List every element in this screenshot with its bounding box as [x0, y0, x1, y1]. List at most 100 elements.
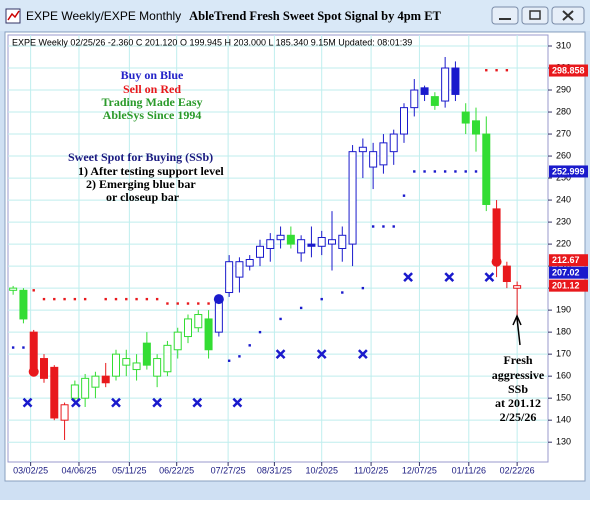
candle-body [194, 314, 203, 329]
signal-x [22, 397, 33, 408]
annotation: Sweet Spot for Buying (SSb) [68, 150, 213, 164]
candle-body [142, 342, 151, 366]
stop-dot [114, 297, 118, 301]
annotation: Sell on Red [123, 82, 181, 96]
annotation: aggressive [492, 368, 545, 382]
annotation: 2) Emerging blue bar [86, 177, 196, 191]
y-tick-label: 290 [556, 84, 571, 94]
arrow [512, 314, 522, 346]
candle-body [441, 67, 450, 102]
candle-body [276, 234, 285, 241]
candle-body [513, 285, 522, 289]
stop-dot [135, 297, 138, 301]
candle-body [60, 404, 69, 421]
candle-body [70, 384, 79, 399]
quote-header: EXPE Weekly 02/25/26 -2.360 C 201.120 O … [12, 37, 412, 47]
candle-body [81, 377, 90, 399]
y-tick-label: 140 [556, 415, 571, 425]
stop-dot [166, 302, 169, 305]
signal-circle [28, 366, 39, 377]
stop-dot [454, 170, 457, 173]
y-tick-label: 220 [556, 238, 571, 248]
annotation: or closeup bar [106, 190, 180, 204]
y-tick-label: 160 [556, 371, 571, 381]
stop-dot [145, 297, 149, 301]
signal-circle [491, 256, 502, 267]
y-tick-label: 190 [556, 305, 571, 315]
candle-body [173, 331, 182, 351]
candle-body [153, 358, 162, 377]
candle-body [379, 142, 388, 166]
window-title: EXPE Weekly/EXPE Monthly [26, 9, 181, 23]
candle-body [472, 120, 480, 135]
stop-dot [104, 297, 107, 301]
x-tick-label: 01/11/26 [452, 465, 486, 475]
y-tick-label: 150 [556, 393, 571, 403]
price-tag-label: 201.12 [552, 281, 580, 291]
candle-body [163, 344, 172, 373]
annotation: SSb [508, 382, 528, 396]
candle-body [430, 96, 439, 106]
x-tick-label: 02/22/26 [500, 465, 535, 475]
signal-x [316, 349, 327, 360]
close-button[interactable] [551, 6, 585, 25]
stop-dot [53, 297, 56, 301]
stop-dot [248, 344, 251, 347]
stop-dot [227, 359, 231, 362]
annotation: AbleSys Since 1994 [103, 108, 202, 122]
stop-dot [361, 286, 365, 290]
y-tick-label: 230 [556, 216, 571, 226]
candle-body [112, 353, 120, 377]
signal-x [71, 397, 81, 408]
x-tick-label: 11/02/25 [354, 465, 388, 475]
stop-dot [32, 289, 35, 292]
stop-dot [83, 297, 87, 301]
stop-dot [474, 170, 478, 173]
stop-dot [413, 170, 416, 173]
stop-dot [433, 170, 437, 173]
x-tick-label: 04/06/25 [61, 465, 96, 475]
candle-body [369, 151, 378, 168]
stop-dot [238, 355, 241, 358]
candle-body [410, 89, 419, 109]
x-tick-label: 08/31/25 [257, 465, 292, 475]
x-tick-label: 06/22/25 [159, 465, 194, 475]
candle-body [297, 239, 306, 254]
candle-body [101, 375, 110, 384]
minimize-button[interactable] [491, 6, 519, 25]
stop-dot [186, 302, 190, 305]
stop-dot [505, 69, 509, 72]
stop-dot [125, 297, 128, 301]
candle-body [482, 133, 491, 205]
signal-x [152, 397, 163, 408]
candle-body [122, 358, 131, 366]
y-tick-label: 260 [556, 150, 571, 160]
y-tick-label: 180 [556, 327, 571, 337]
stop-dot [207, 302, 210, 305]
candle-body [338, 234, 347, 249]
candle-body [348, 151, 357, 245]
maximize-button[interactable] [521, 6, 549, 25]
stop-dot [495, 69, 498, 72]
x-tick-label: 07/27/25 [211, 465, 246, 475]
stop-dot [197, 302, 200, 305]
x-tick-label: 03/02/25 [13, 465, 48, 475]
stop-dot [443, 170, 447, 173]
candle-body [492, 208, 501, 263]
stop-dot [320, 297, 323, 301]
stop-dot [22, 346, 25, 349]
stop-dot [423, 170, 426, 173]
signal-x [357, 349, 368, 360]
signal-x [484, 272, 495, 282]
stop-dot [42, 297, 46, 301]
stop-dot [155, 297, 159, 301]
annotation: Fresh [503, 353, 532, 367]
candle-body [29, 331, 38, 371]
signal-x [111, 397, 121, 408]
candle-body [184, 318, 192, 338]
stop-dot [402, 194, 406, 197]
candle-body [50, 366, 59, 419]
plot-area [7, 34, 549, 463]
signal-x [192, 397, 203, 408]
candle-body [91, 375, 100, 388]
